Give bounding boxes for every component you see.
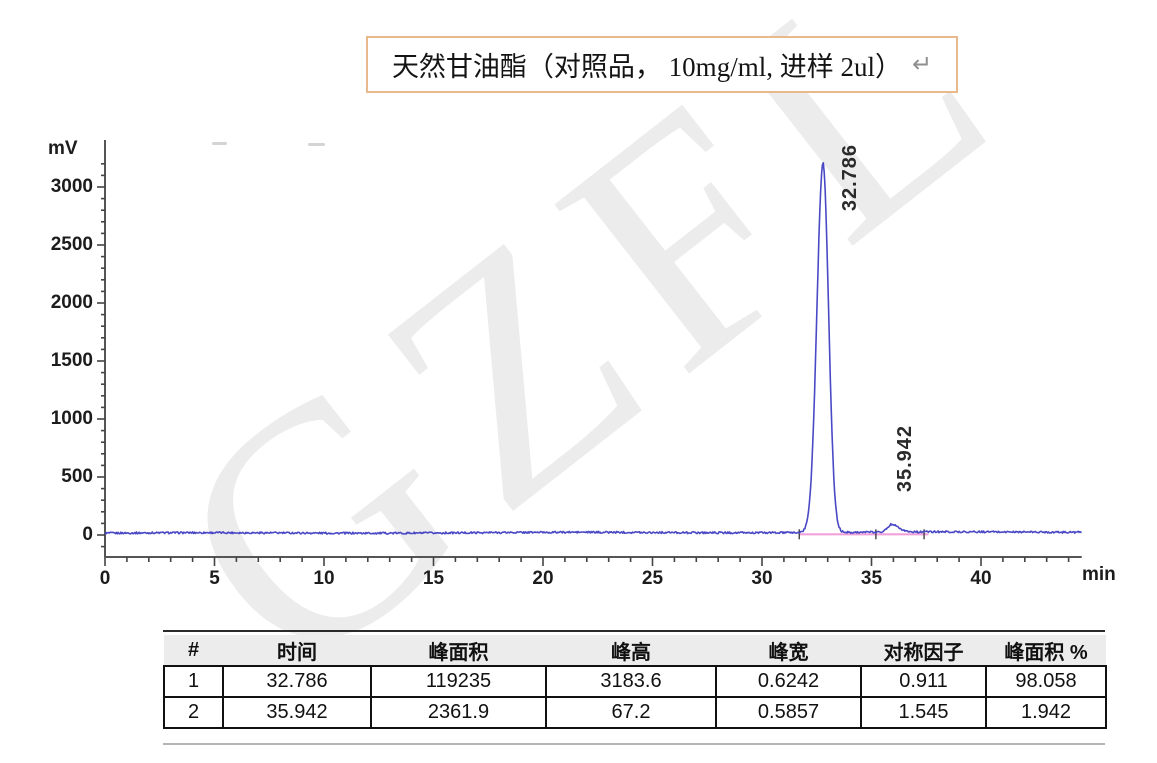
peak-table-section: # 时间 峰面积 峰高 峰宽 对称因子 峰面积 % 1 32.786 119235 3183.6 0… — [163, 630, 1107, 745]
table-cell: 1 — [163, 665, 224, 698]
y-axis-unit-label: mV — [48, 138, 78, 159]
x-tick-label: 30 — [751, 568, 773, 589]
y-tick-label: 3000 — [50, 176, 93, 197]
y-tick-label: 0 — [82, 524, 93, 545]
x-tick-label: 20 — [532, 568, 554, 589]
table-cell: 3183.6 — [545, 665, 717, 698]
column-header: 时间 — [223, 635, 371, 666]
table-cell: 1.942 — [985, 696, 1107, 729]
x-axis-unit-label: min — [1082, 564, 1116, 585]
table-cell: 2361.9 — [370, 696, 547, 729]
y-tick-label: 1000 — [50, 408, 93, 429]
column-header: 对称因子 — [861, 635, 986, 666]
column-header: 峰面积 % — [986, 635, 1106, 666]
table-cell: 119235 — [370, 665, 547, 698]
table-row: 1 32.786 119235 3183.6 0.6242 0.911 98.058 — [163, 665, 1107, 698]
y-tick-label: 1500 — [50, 350, 93, 371]
column-header: 峰高 — [546, 635, 716, 666]
table-row: 2 35.942 2361.9 67.2 0.5857 1.545 1.942 — [163, 696, 1107, 729]
y-tick-label: 2000 — [50, 292, 93, 313]
column-header: # — [164, 635, 223, 666]
detector-signal-trace — [104, 162, 1082, 535]
table-cell: 98.058 — [985, 665, 1107, 698]
x-tick-label: 25 — [641, 568, 664, 589]
table-bottom-rule — [163, 743, 1105, 745]
x-tick-label: 35 — [860, 568, 883, 589]
scan-smudge — [212, 142, 227, 145]
x-tick-label: 5 — [209, 568, 220, 589]
peak-label: 35.942 — [894, 425, 917, 493]
sample-title-box: 天然甘油酯（对照品， 10mg/ml, 进样 2ul） ↵ — [366, 36, 958, 93]
y-tick-label: 500 — [61, 466, 93, 487]
x-tick-label: 40 — [970, 568, 992, 589]
scan-smudge — [308, 143, 325, 146]
y-tick-label: 2500 — [50, 234, 93, 255]
table-cell: 0.911 — [860, 665, 987, 698]
table-cell: 1.545 — [860, 696, 987, 729]
peak-table-header-row: # 时间 峰面积 峰高 峰宽 对称因子 峰面积 % — [164, 635, 1106, 666]
return-mark-icon: ↵ — [911, 51, 933, 78]
sample-title: 天然甘油酯（对照品， 10mg/ml, 进样 2ul） — [391, 52, 902, 82]
peak-label: 32.786 — [839, 143, 861, 211]
table-cell: 2 — [163, 696, 224, 729]
peak-table-body: 1 32.786 119235 3183.6 0.6242 0.911 98.058 2 35.… — [163, 665, 1107, 729]
chromatogram-canvas — [97, 140, 1082, 566]
x-tick-label: 0 — [99, 568, 111, 589]
column-header: 峰面积 — [371, 635, 546, 666]
table-cell: 0.5857 — [715, 696, 862, 729]
column-header: 峰宽 — [716, 635, 861, 666]
x-tick-label: 10 — [313, 568, 335, 589]
table-cell: 0.6242 — [715, 665, 862, 698]
chromatogram-plot: mV min 0 500 1000 1500 2000 2500 3000 0 5 10 15 20 2… — [0, 110, 1157, 640]
table-cell: 35.942 — [222, 696, 372, 729]
table-cell: 32.786 — [222, 665, 372, 698]
x-tick-label: 15 — [422, 568, 445, 589]
table-cell: 67.2 — [545, 696, 717, 729]
table-top-rule — [163, 630, 1105, 632]
peak-table: # 时间 峰面积 峰高 峰宽 对称因子 峰面积 % 1 32.786 119235 3183.6 0… — [163, 635, 1107, 729]
